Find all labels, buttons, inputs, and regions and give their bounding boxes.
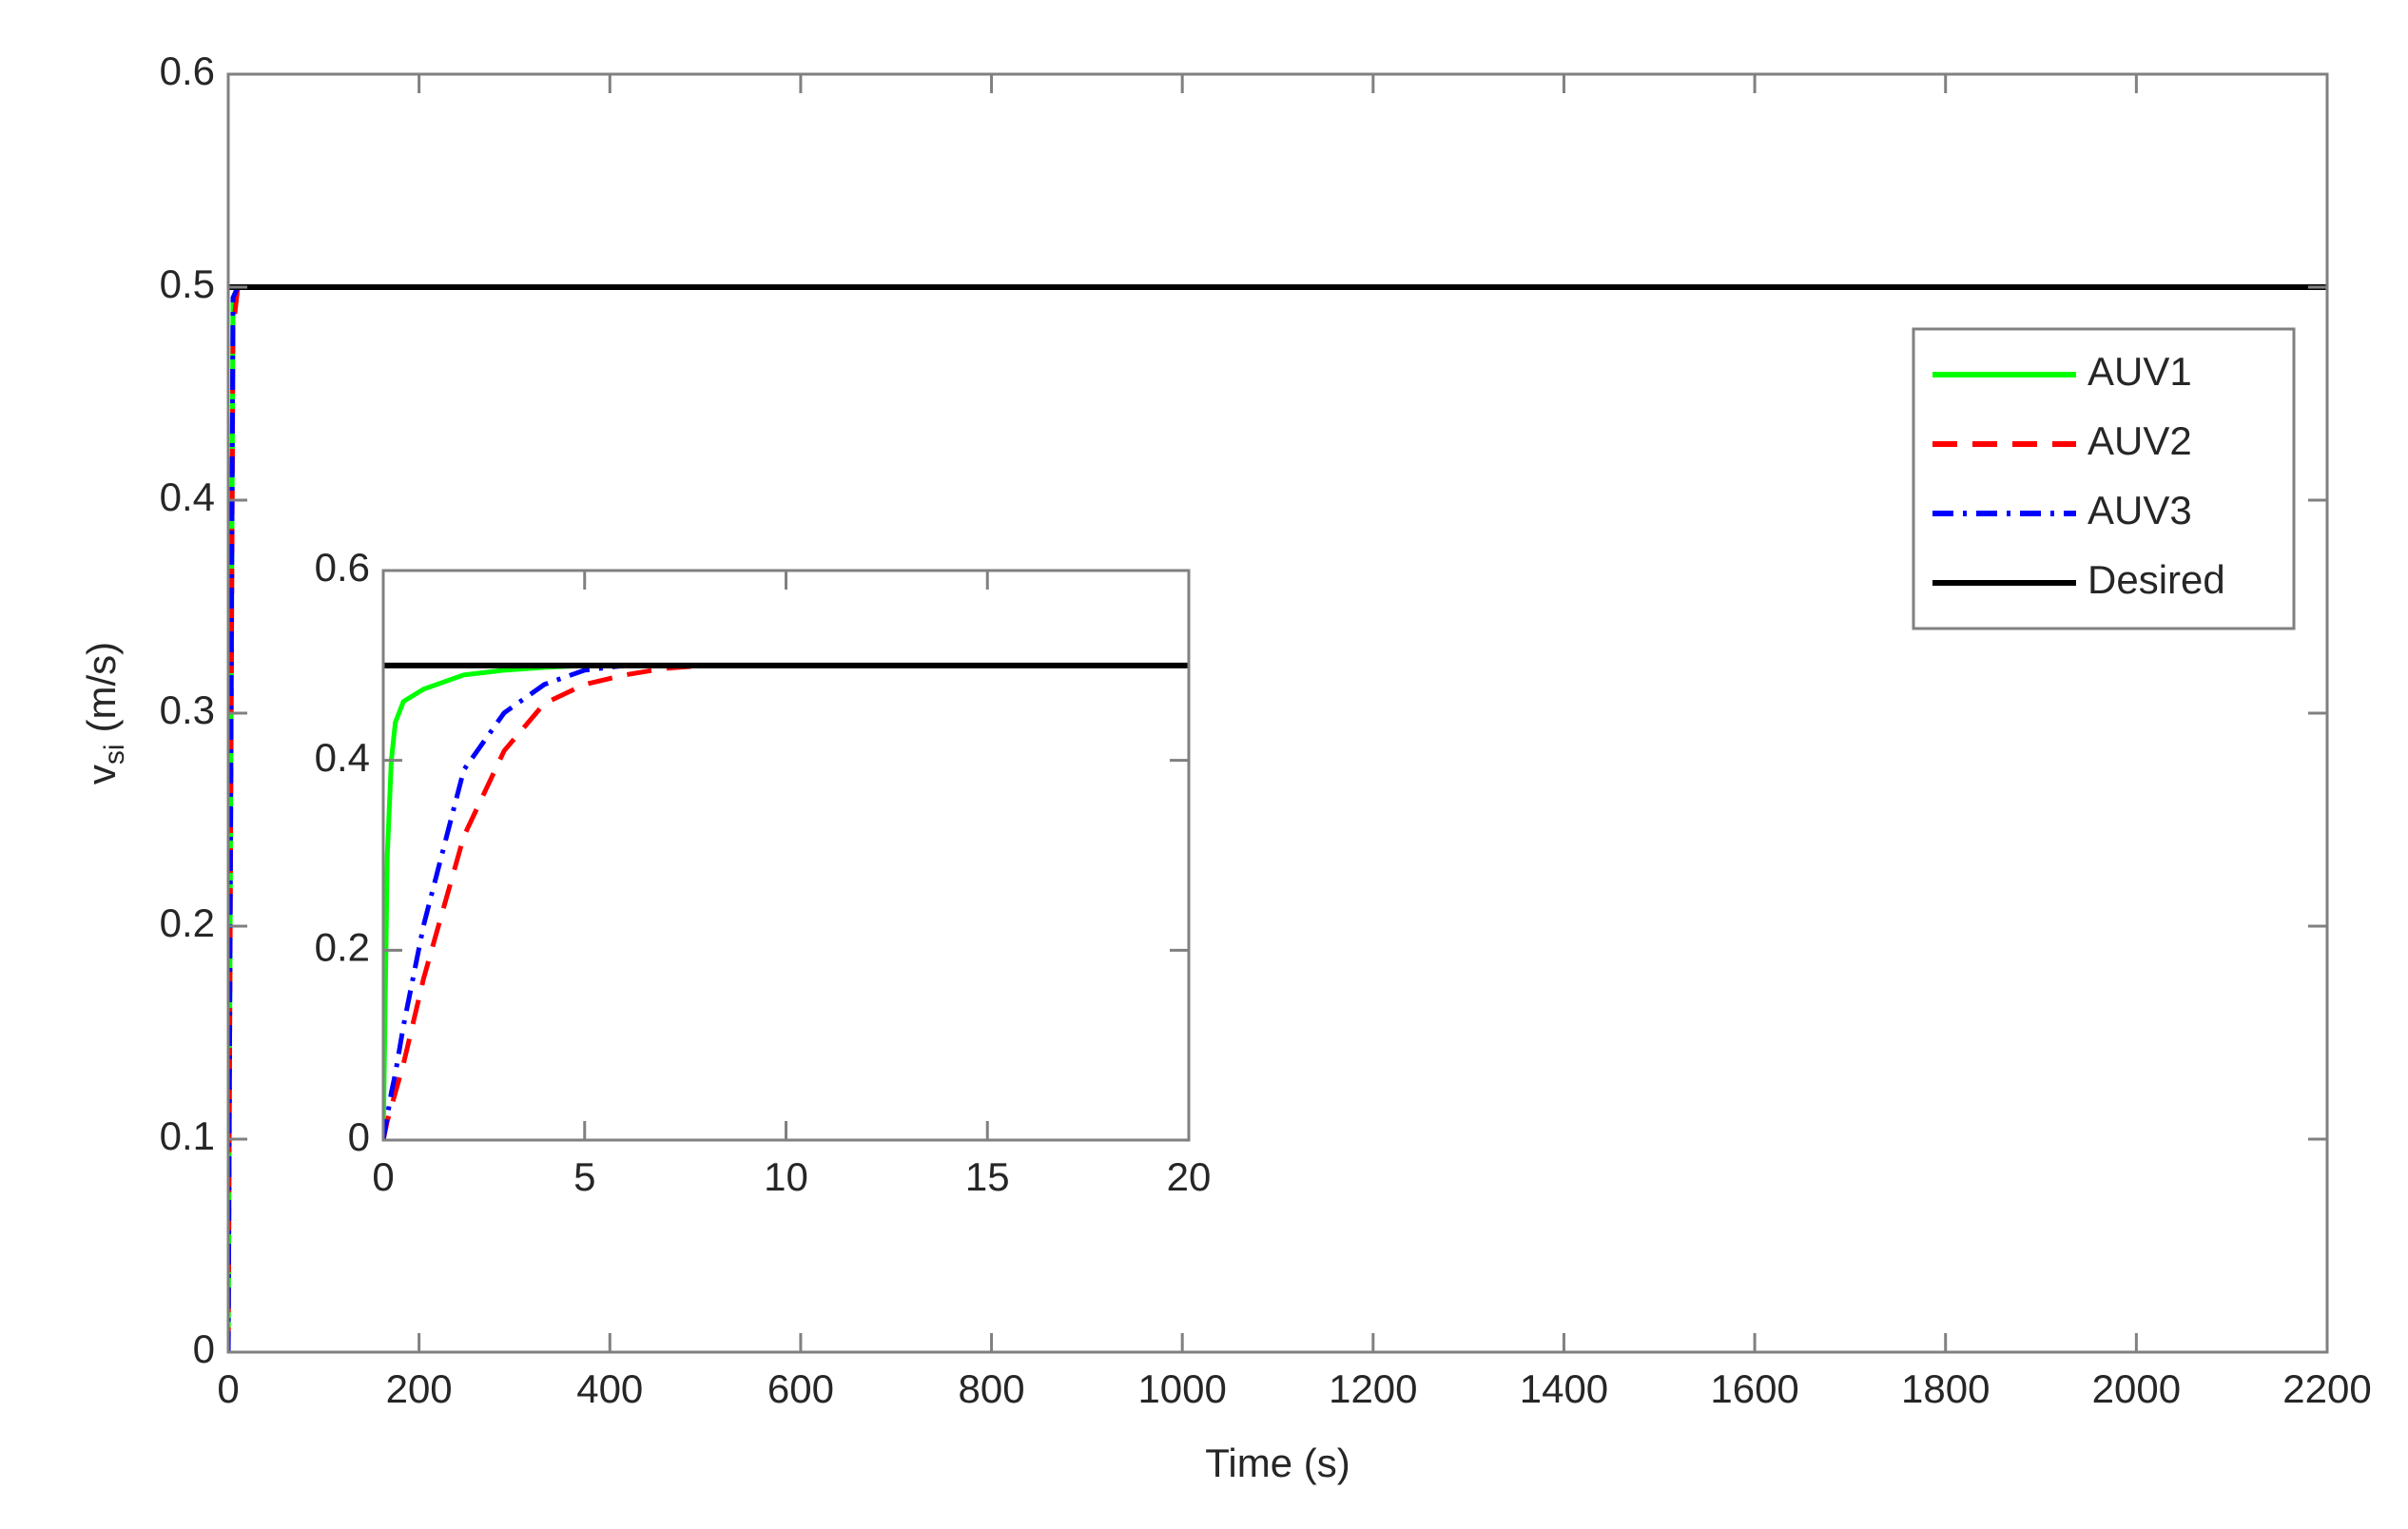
y-tick-label: 0	[193, 1326, 215, 1371]
y-tick-label: 0	[348, 1114, 370, 1159]
y-tick-label: 0.6	[160, 48, 215, 93]
x-axis-label: Time (s)	[1205, 1441, 1350, 1485]
x-tick-label: 15	[965, 1154, 1010, 1199]
x-tick-label: 1800	[1901, 1366, 1990, 1411]
legend-label: AUV3	[2088, 488, 2192, 532]
y-label-sub: si	[99, 744, 130, 764]
x-tick-label: 200	[386, 1366, 453, 1411]
x-tick-label: 10	[764, 1154, 808, 1199]
x-tick-label: 5	[573, 1154, 595, 1199]
y-tick-label: 0.6	[315, 545, 370, 590]
x-tick-label: 800	[959, 1366, 1025, 1411]
series-line	[383, 663, 1189, 1140]
x-tick-label: 1600	[1710, 1366, 1798, 1411]
x-tick-label: 2000	[2092, 1366, 2181, 1411]
x-tick-label: 1200	[1329, 1366, 1417, 1411]
plot-area	[383, 571, 1189, 1140]
x-tick-label: 0	[217, 1366, 239, 1411]
y-label-main: v	[79, 764, 124, 784]
y-tick-label: 0.1	[160, 1113, 215, 1158]
series-line	[228, 284, 2327, 1352]
y-tick-label: 0.5	[160, 261, 215, 306]
x-tick-label: 0	[372, 1154, 394, 1199]
y-tick-label: 0.3	[160, 687, 215, 732]
series-line	[383, 663, 1189, 1140]
legend-label: AUV2	[2088, 418, 2192, 463]
y-tick-label: 0.4	[315, 735, 370, 780]
y-label-unit: (m/s)	[79, 642, 124, 733]
y-tick-label: 0.2	[315, 924, 370, 969]
x-tick-label: 600	[767, 1366, 834, 1411]
x-tick-label: 1400	[1520, 1366, 1608, 1411]
y-tick-label: 0.2	[160, 900, 215, 945]
legend-label: Desired	[2088, 557, 2225, 602]
x-tick-label: 20	[1167, 1154, 1212, 1199]
x-tick-label: 1000	[1137, 1366, 1226, 1411]
legend-label: AUV1	[2088, 349, 2192, 394]
x-tick-label: 400	[576, 1366, 643, 1411]
y-axis-label: vsi (m/s)	[79, 642, 130, 784]
y-tick-label: 0.4	[160, 474, 215, 519]
x-tick-label: 2200	[2282, 1366, 2371, 1411]
legend-box	[1912, 327, 2296, 630]
